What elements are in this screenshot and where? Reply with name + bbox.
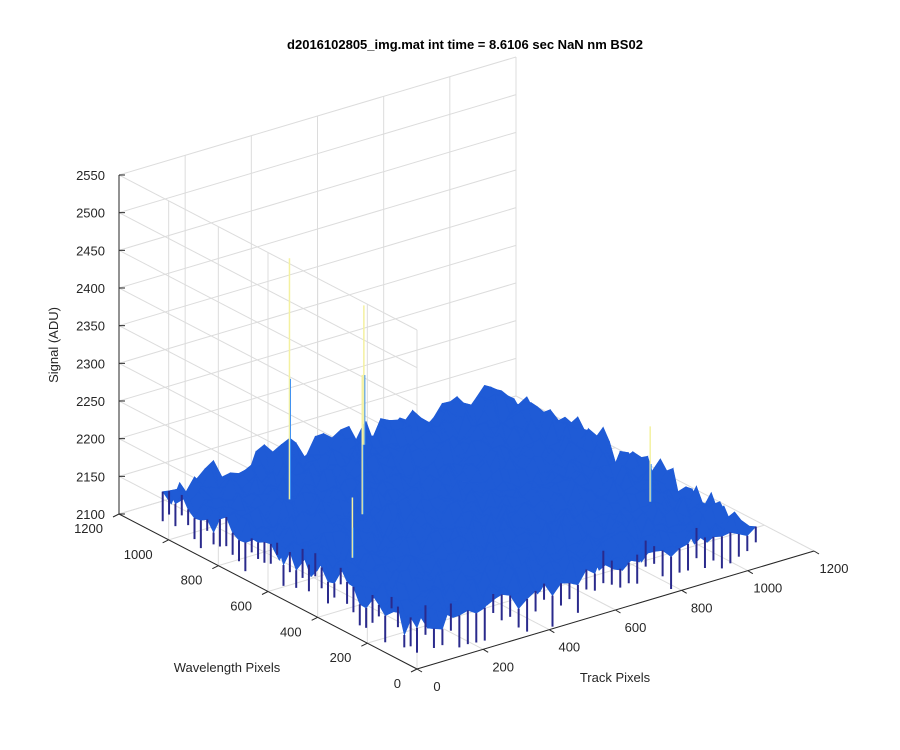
z-tick-label: 2150 [76,469,105,484]
y-tick-mark [410,668,418,673]
y-tick-mark [212,565,219,570]
x-tick-label: 1000 [753,581,782,596]
y-tick-label: 1200 [74,521,103,536]
x-tick-mark [482,648,489,653]
z-tick-label: 2100 [76,507,105,522]
x-tick-label: 0 [433,679,440,694]
z-tick-label: 2300 [76,356,105,371]
y-axis-label: Wavelength Pixels [174,660,281,675]
surface-patch [740,519,757,537]
y-tick-mark [112,513,120,518]
y-tick-label: 800 [181,573,203,588]
x-axis-label: Track Pixels [580,670,651,685]
x-tick-mark [813,550,820,555]
y-tick-mark [361,642,368,647]
x-tick-label: 400 [558,640,580,655]
z-tick-label: 2400 [76,281,105,296]
x-tick-label: 200 [492,659,514,674]
z-tick-label: 2250 [76,394,105,409]
y-tick-label: 200 [330,650,352,665]
y-tick-mark [261,591,269,595]
y-tick-mark [162,539,169,544]
x-tick-mark [747,570,754,575]
z-tick-label: 2550 [76,168,105,183]
z-axis-label: Signal (ADU) [46,307,61,383]
z-tick-label: 2450 [76,243,105,258]
z-tick-label: 2200 [76,432,105,447]
y-tick-label: 0 [394,676,401,691]
y-tick-label: 600 [230,599,252,614]
z-tick-label: 2350 [76,319,105,334]
axes [112,174,820,673]
data-spikes [288,258,652,558]
x-tick-label: 1200 [820,561,849,576]
x-tick-mark [681,589,687,594]
x-tick-mark [416,668,423,673]
y-tick-label: 1000 [124,547,153,562]
x-tick-mark [615,609,621,614]
tick-labels: 0 200 400 600 800 1000 1200 0 200 400 600 800 1000 12… [74,168,848,694]
y-tick-label: 400 [280,624,302,639]
y-tick-mark [311,616,318,621]
x-tick-label: 800 [691,600,713,615]
x-tick-label: 600 [625,620,647,635]
chart-title: d2016102805_img.mat int time = 8.6106 se… [287,37,643,52]
x-tick-mark [549,629,555,634]
z-tick-label: 2500 [76,206,105,221]
